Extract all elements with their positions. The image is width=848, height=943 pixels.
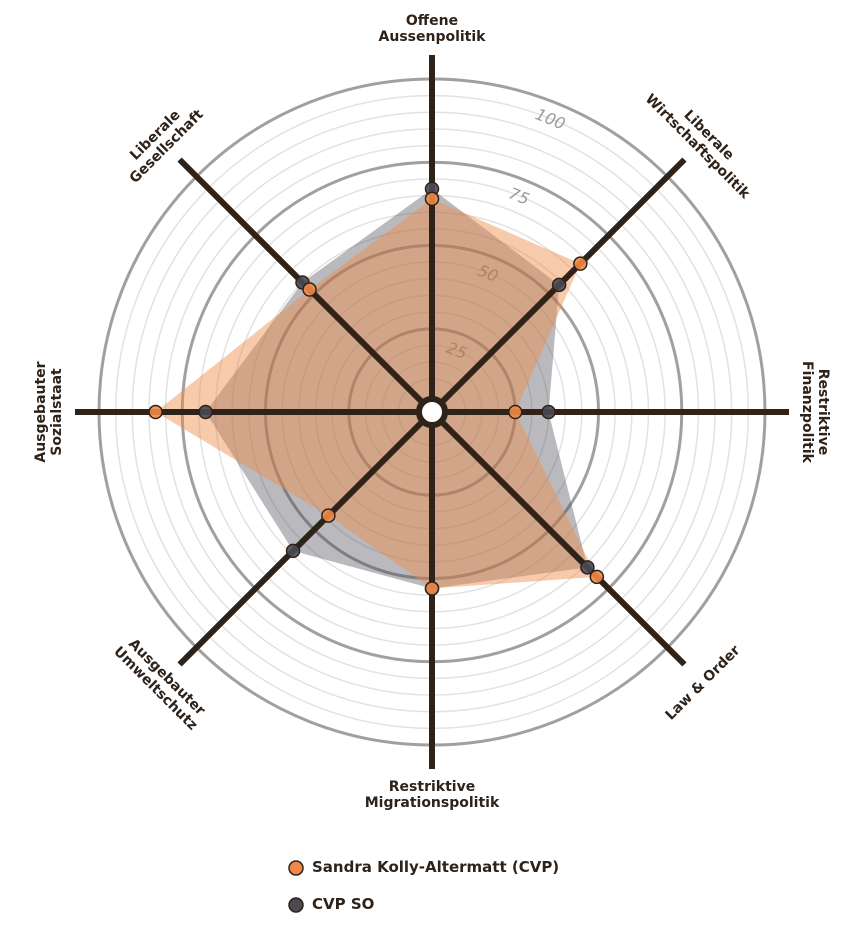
legend-marker [288,860,304,876]
tick-label: 100 [533,104,568,133]
data-point [424,191,440,207]
data-point [424,581,440,596]
data-point [198,404,213,420]
data-point [508,404,523,420]
data-point [551,277,567,293]
axis-label: Ausgebauter Sozialstaat [33,361,65,463]
legend-label: CVP SO [312,895,375,913]
series-area [155,198,597,589]
data-point [580,560,595,575]
axis-label: Restriktive Migrationspolitik [364,779,500,811]
tick-label: 75 [506,184,532,209]
data-point [573,256,588,271]
data-point [541,404,556,420]
data-point [589,569,605,585]
axis-label: Restriktive Finanzpolitik [799,361,831,463]
center [416,396,448,428]
legend-label: Sandra Kolly-Altermatt (CVP) [312,858,560,876]
axis-label: Offene Aussenpolitik [378,13,486,45]
data-point [148,404,163,420]
legend-marker [288,897,304,913]
data-point [285,543,301,559]
data-point [321,508,336,523]
data-point [302,282,317,297]
axis-spoke [429,409,687,667]
axis-spoke [177,409,435,667]
